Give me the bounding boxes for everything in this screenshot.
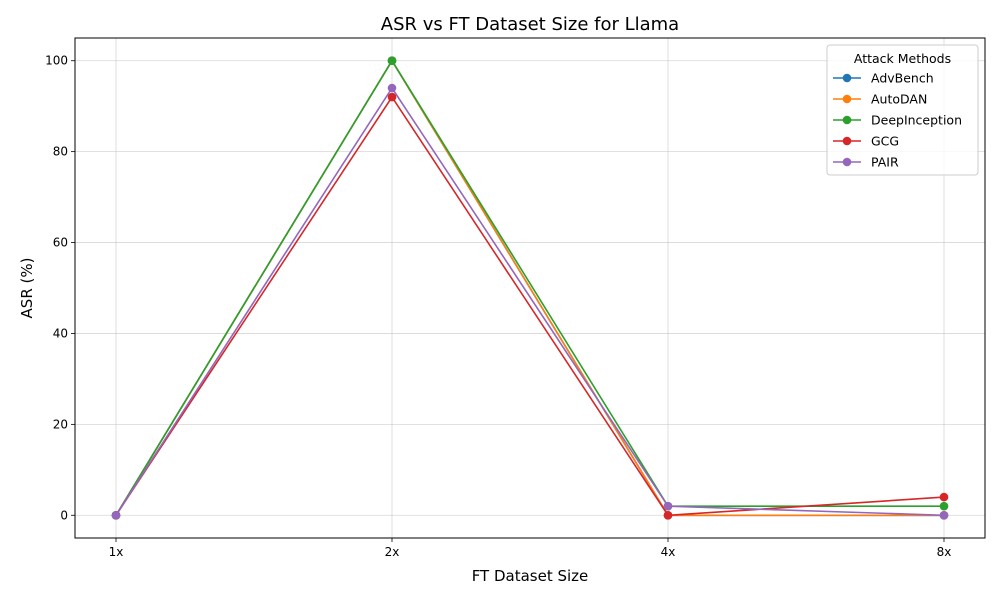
x-tick-label: 4x [661, 545, 676, 559]
legend-box [826, 44, 979, 176]
legend-title: Attack Methods [854, 51, 951, 66]
ticks-layer: 1x 2x 4x 8x 0 20 40 60 80 100 [45, 54, 951, 559]
y-tick-label: 0 [60, 508, 68, 522]
y-tick-label: 60 [53, 236, 68, 250]
legend-items: AdvBench AutoDAN DeepInception GCG PAIR [833, 71, 962, 170]
legend-marker-gcg [842, 136, 852, 146]
legend-marker-deepinception [842, 115, 852, 125]
legend-label-gcg: GCG [871, 134, 899, 149]
plot-frame [74, 37, 986, 539]
data-point-pair [111, 510, 121, 520]
legend-label-deepinception: DeepInception [871, 113, 962, 128]
data-point-pair [939, 510, 949, 520]
data-point-gcg [939, 492, 949, 502]
data-point-deepinception [939, 501, 949, 511]
y-axis-title: ASR (%) [18, 258, 36, 319]
x-tick-label: 2x [385, 545, 400, 559]
y-tick-label: 40 [53, 326, 68, 340]
series-layer [111, 56, 949, 520]
x-axis-title: FT Dataset Size [472, 567, 589, 585]
legend-label-advbench: AdvBench [871, 71, 934, 86]
data-point-pair [387, 83, 397, 93]
series-line-gcg [115, 96, 945, 517]
legend: Attack Methods AdvBench AutoDAN DeepIncept… [826, 44, 979, 176]
series-line-pair [115, 87, 945, 517]
data-point-gcg [663, 510, 673, 520]
chart-title: ASR vs FT Dataset Size for Llama [381, 14, 679, 35]
data-point-deepinception [387, 56, 397, 66]
y-tick-label: 100 [45, 54, 68, 68]
legend-marker-advbench [842, 73, 852, 83]
legend-marker-autodan [842, 94, 852, 104]
x-tick-label: 8x [937, 545, 952, 559]
legend-label-pair: PAIR [871, 155, 899, 170]
data-point-gcg [387, 92, 397, 102]
legend-marker-pair [842, 157, 852, 167]
x-tick-label: 1x [109, 545, 124, 559]
legend-label-autodan: AutoDAN [871, 92, 927, 107]
data-point-pair [663, 501, 673, 511]
y-tick-label: 20 [53, 417, 68, 431]
y-tick-label: 80 [53, 145, 68, 159]
